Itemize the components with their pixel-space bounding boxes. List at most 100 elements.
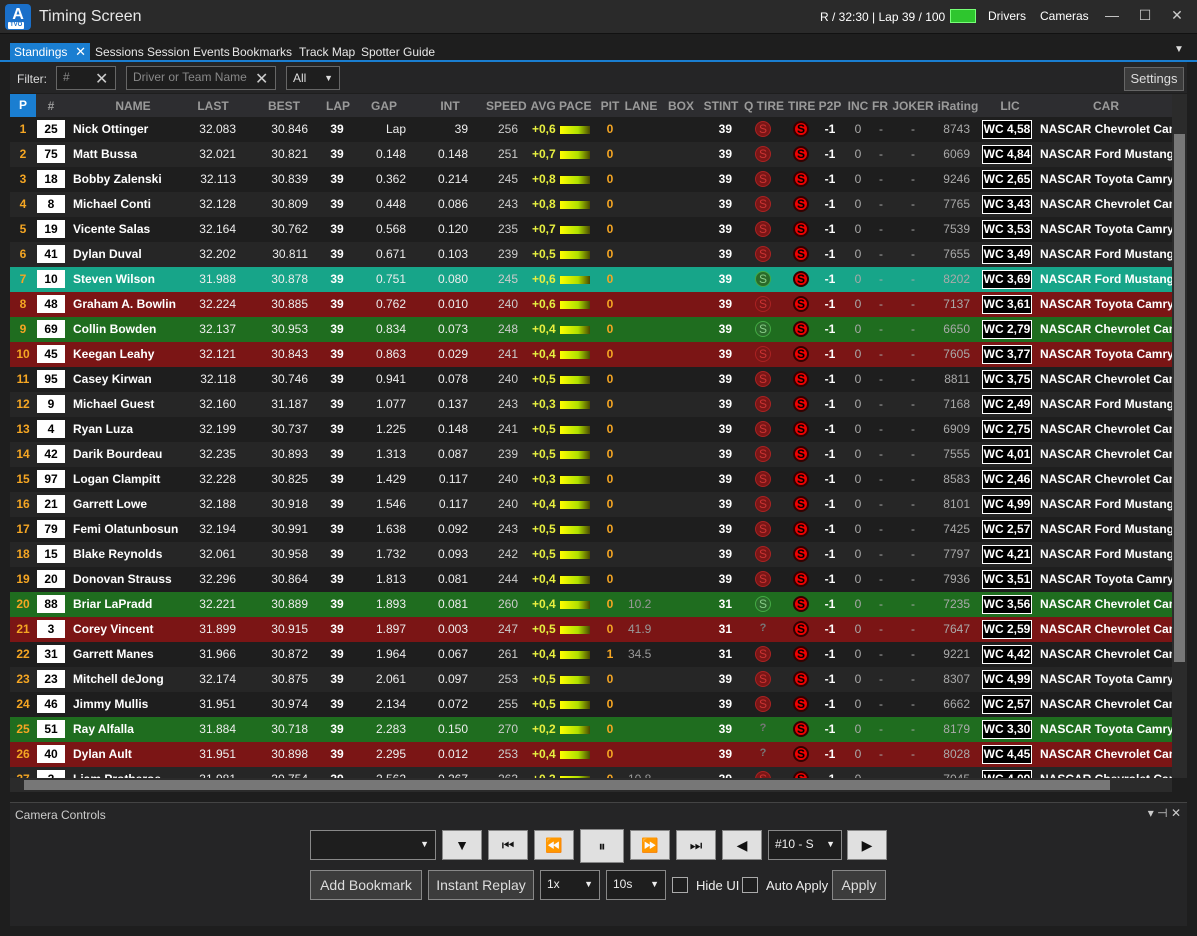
column-header[interactable]: INC xyxy=(847,99,869,113)
previous-car-icon[interactable]: ◀ xyxy=(722,830,762,860)
table-row[interactable]: 15 97 Logan Clampitt 32.228 30.825 39 1.429 0.1… xyxy=(10,467,1172,492)
table-row[interactable]: 2 75 Matt Bussa 32.021 30.821 39 0.148 0.148 251… xyxy=(10,142,1172,167)
tab-session-events[interactable]: Session Events xyxy=(147,45,230,59)
column-header[interactable]: JOKER xyxy=(892,99,934,113)
column-header[interactable]: STINT xyxy=(703,99,739,113)
horizontal-scrollbar[interactable] xyxy=(10,778,1172,792)
hide-ui-checkbox[interactable] xyxy=(672,877,688,893)
number-filter-input[interactable]: # ✕ xyxy=(56,66,116,90)
table-row[interactable]: 13 4 Ryan Luza 32.199 30.737 39 1.225 0.148 241 +… xyxy=(10,417,1172,442)
column-header[interactable]: AVG PACE xyxy=(530,99,592,113)
cell-num: 51 xyxy=(37,720,65,738)
table-row[interactable]: 1 25 Nick Ottinger 32.083 30.846 39 Lap 39 256 +0… xyxy=(10,117,1172,142)
next-car-icon[interactable]: ▶ xyxy=(847,830,887,860)
column-header[interactable]: LAP xyxy=(326,99,350,113)
tab-menu-icon[interactable]: ▼ xyxy=(1174,44,1184,55)
cell-name: Nick Ottinger xyxy=(73,122,149,136)
table-row[interactable]: 14 42 Darik Bourdeau 32.235 30.893 39 1.313 0.0… xyxy=(10,442,1172,467)
cell-best: 30.875 xyxy=(271,672,308,686)
driver-filter-input[interactable]: Driver or Team Name ✕ xyxy=(126,66,276,90)
tab-track-map[interactable]: Track Map xyxy=(299,45,356,59)
car-select[interactable]: #10 - S ▼ xyxy=(768,830,842,860)
cell-car: NASCAR Chevrolet Camaro xyxy=(1040,372,1172,386)
pause-icon[interactable]: ⏸ xyxy=(580,829,624,863)
column-header[interactable]: LANE xyxy=(624,99,658,113)
tab-standings[interactable]: Standings ✕ xyxy=(10,43,90,62)
column-header[interactable]: Q TIRE xyxy=(744,99,785,113)
cell-last: 31.951 xyxy=(199,747,236,761)
column-header[interactable]: BEST xyxy=(267,99,300,113)
table-row[interactable]: 3 18 Bobby Zalenski 32.113 30.839 39 0.362 0.21… xyxy=(10,167,1172,192)
panel-controls-icon[interactable]: ▾ ⊣ ✕ xyxy=(1147,806,1181,820)
tab-bookmarks[interactable]: Bookmarks xyxy=(232,45,293,59)
column-header[interactable]: P xyxy=(10,94,36,117)
column-header[interactable]: FR xyxy=(872,99,888,113)
column-header[interactable]: P2P xyxy=(818,99,842,113)
duration-select[interactable]: 10s ▼ xyxy=(606,870,666,900)
table-row[interactable]: 17 79 Femi Olatunbosun 32.194 30.991 39 1.638 0… xyxy=(10,517,1172,542)
column-header[interactable]: GAP xyxy=(370,99,397,113)
table-row[interactable]: 19 20 Donovan Strauss 32.296 30.864 39 1.813 0.… xyxy=(10,567,1172,592)
table-row[interactable]: 24 46 Jimmy Mullis 31.951 30.974 39 2.134 0.072… xyxy=(10,692,1172,717)
column-header[interactable]: BOX xyxy=(667,99,694,113)
auto-apply-checkbox[interactable] xyxy=(742,877,758,893)
table-row[interactable]: 4 8 Michael Conti 32.128 30.809 39 0.448 0.086 2… xyxy=(10,192,1172,217)
table-row[interactable]: 6 41 Dylan Duval 32.202 30.811 39 0.671 0.103 23… xyxy=(10,242,1172,267)
table-row[interactable]: 8 48 Graham A. Bowlin 32.224 30.885 39 0.762 0.… xyxy=(10,292,1172,317)
table-row[interactable]: 7 10 Steven Wilson 31.988 30.878 39 0.751 0.080… xyxy=(10,267,1172,292)
apply-button[interactable]: Apply xyxy=(832,870,886,900)
column-header[interactable]: PIT xyxy=(600,99,620,113)
vertical-scrollbar[interactable] xyxy=(1172,94,1187,778)
cell-spd: 242 xyxy=(497,547,518,561)
close-tab-icon[interactable]: ✕ xyxy=(75,44,86,59)
add-bookmark-button[interactable]: Add Bookmark xyxy=(310,870,422,900)
class-filter-select[interactable]: All ▼ xyxy=(286,66,340,90)
table-row[interactable]: 21 3 Corey Vincent 31.899 30.915 39 1.897 0.003… xyxy=(10,617,1172,642)
table-row[interactable]: 12 9 Michael Guest 32.160 31.187 39 1.077 0.137… xyxy=(10,392,1172,417)
column-header[interactable]: INT xyxy=(440,99,460,113)
skip-end-icon[interactable]: ⏭ xyxy=(676,830,716,860)
table-row[interactable]: 22 31 Garrett Manes 31.966 30.872 39 1.964 0.06… xyxy=(10,642,1172,667)
table-row[interactable]: 18 15 Blake Reynolds 32.061 30.958 39 1.732 0.0… xyxy=(10,542,1172,567)
horizontal-scroll-thumb[interactable] xyxy=(24,780,1110,790)
cameras-button[interactable]: Cameras xyxy=(1040,9,1089,23)
table-row[interactable]: 10 45 Keegan Leahy 32.121 30.843 39 0.863 0.029… xyxy=(10,342,1172,367)
vertical-scroll-thumb[interactable] xyxy=(1174,134,1185,662)
minimize-button[interactable]: — xyxy=(1105,7,1119,23)
cell-lap: 39 xyxy=(330,372,344,386)
table-row[interactable]: 272 Liam Protheroe31.981 30.754 39 2.562 0.26… xyxy=(10,767,1172,778)
table-row[interactable]: 23 23 Mitchell deJong 32.174 30.875 39 2.061 0.… xyxy=(10,667,1172,692)
table-row[interactable]: 20 88 Briar LaPradd 32.221 30.889 39 1.893 0.08… xyxy=(10,592,1172,617)
column-header[interactable]: LIC xyxy=(1000,99,1020,113)
clear-driver-icon[interactable]: ✕ xyxy=(255,71,269,88)
table-row[interactable]: 5 19 Vicente Salas 32.164 30.762 39 0.568 0.120… xyxy=(10,217,1172,242)
speed-select[interactable]: 1x ▼ xyxy=(540,870,600,900)
table-row[interactable]: 25 51 Ray Alfalla 31.884 30.718 39 2.283 0.150 2… xyxy=(10,717,1172,742)
drivers-button[interactable]: Drivers xyxy=(988,9,1026,23)
instant-replay-button[interactable]: Instant Replay xyxy=(428,870,534,900)
close-window-button[interactable]: ✕ xyxy=(1171,7,1183,23)
column-header[interactable]: iRating xyxy=(937,99,979,113)
fast-forward-icon[interactable]: ⏩ xyxy=(630,830,670,860)
column-header[interactable]: LAST xyxy=(197,99,229,113)
settings-button[interactable]: Settings xyxy=(1124,67,1184,91)
table-row[interactable]: 16 21 Garrett Lowe 32.188 30.918 39 1.546 0.117… xyxy=(10,492,1172,517)
tab-spotter-guide[interactable]: Spotter Guide xyxy=(361,45,436,59)
cell-pos: 9 xyxy=(19,322,27,336)
cell-fr: - xyxy=(879,447,883,461)
table-row[interactable]: 26 40 Dylan Ault 31.951 30.898 39 2.295 0.012 25… xyxy=(10,742,1172,767)
maximize-button[interactable]: ☐ xyxy=(1138,7,1152,23)
column-header[interactable]: CAR xyxy=(1093,99,1119,113)
tab-sessions[interactable]: Sessions xyxy=(95,45,144,59)
camera-dropdown-button[interactable]: ▼ xyxy=(442,830,482,860)
skip-start-icon[interactable]: ⏮ xyxy=(488,830,528,860)
column-header[interactable]: # xyxy=(47,99,55,113)
rewind-icon[interactable]: ⏪ xyxy=(534,830,574,860)
column-header[interactable]: NAME xyxy=(115,99,151,113)
camera-select[interactable]: ▼ xyxy=(310,830,436,860)
table-row[interactable]: 11 95 Casey Kirwan 32.118 30.746 39 0.941 0.078… xyxy=(10,367,1172,392)
column-header[interactable]: TIRE xyxy=(788,99,816,113)
clear-number-icon[interactable]: ✕ xyxy=(95,71,109,88)
column-header[interactable]: SPEED xyxy=(486,99,527,113)
table-row[interactable]: 9 69 Collin Bowden 32.137 30.953 39 0.834 0.073… xyxy=(10,317,1172,342)
